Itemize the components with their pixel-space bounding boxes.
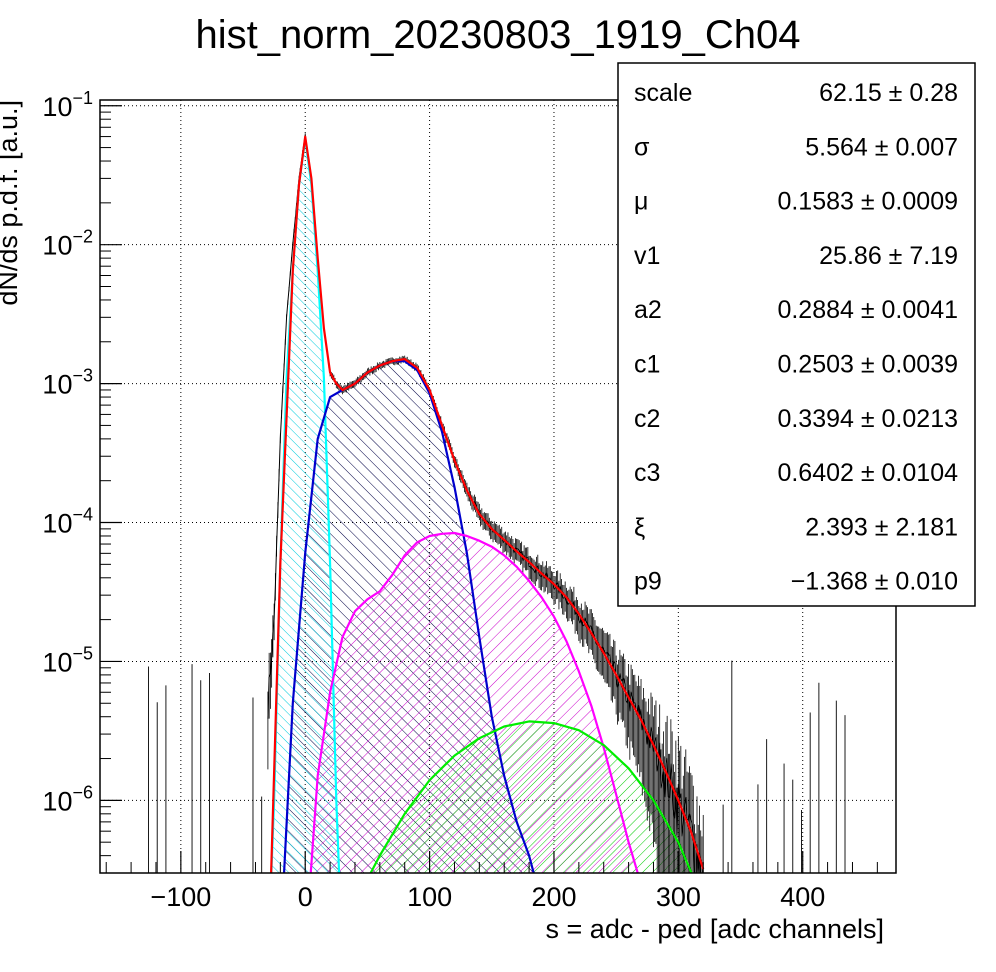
fit-parameter-box: scale 62.15 ± 0.28 σ 5.564 ± 0.007 μ 0.1583 ±… [617, 62, 976, 607]
fit-param-name: c2 [634, 405, 660, 433]
fit-param-name: v1 [634, 242, 660, 270]
fit-param-value: 0.2503 ± 0.0039 [777, 351, 958, 379]
fit-param-value: 0.3394 ± 0.0213 [777, 405, 958, 433]
fit-param-value: 25.86 ± 7.19 [819, 242, 958, 270]
fit-param-name: μ [634, 188, 648, 216]
3pe-component-curve [369, 720, 693, 873]
x-tick-label: −100 [150, 882, 211, 912]
x-tick-label: 0 [298, 882, 313, 912]
fit-param-name: c1 [634, 351, 660, 379]
pedestal-component-area [271, 138, 340, 873]
x-tick-label: 300 [656, 882, 701, 912]
x-tick-label: 100 [407, 882, 452, 912]
fit-param-name: ξ [634, 513, 645, 541]
fit-param-value: 62.15 ± 0.28 [819, 79, 958, 107]
x-tick-label: 200 [531, 882, 576, 912]
fit-param-name: scale [634, 79, 692, 107]
fit-param-value: 0.1583 ± 0.0009 [777, 188, 958, 216]
2pe-component-curve [309, 531, 639, 873]
fit-param-value: 2.393 ± 2.181 [805, 513, 958, 541]
y-axis: 10−6 10−5 10−4 10−3 10−2 10−1 [42, 88, 122, 874]
fit-curves [270, 135, 705, 873]
y-tick-label: 10−1 [42, 88, 93, 122]
x-tick-label: 400 [780, 882, 825, 912]
y-tick-label: 10−4 [42, 505, 93, 539]
fit-param-value: −1.368 ± 0.010 [791, 568, 958, 596]
y-axis-label: dN/ds p.d.f. [a.u.] [0, 100, 23, 306]
y-tick-label: 10−5 [42, 643, 93, 677]
fit-param-name: c3 [634, 459, 660, 487]
fit-param-name: σ [634, 133, 650, 161]
fit-param-value: 5.564 ± 0.007 [805, 133, 958, 161]
y-tick-label: 10−6 [42, 782, 93, 816]
x-axis: −100 0 100 200 300 400 [105, 851, 878, 912]
fit-param-name: p9 [634, 568, 662, 596]
fit-param-name: a2 [634, 296, 662, 324]
y-tick-label: 10−3 [42, 366, 93, 400]
stat-box-frame [617, 62, 976, 607]
1pe-component-curve [282, 360, 535, 873]
fit-param-value: 0.6402 ± 0.0104 [777, 459, 958, 487]
y-tick-label: 10−2 [42, 227, 93, 261]
total-fit-curve [270, 135, 705, 873]
fit-param-value: 0.2884 ± 0.0041 [777, 296, 958, 324]
chart-title: hist_norm_20230803_1919_Ch04 [196, 13, 801, 57]
x-axis-label: s = adc - ped [adc channels] [546, 914, 884, 944]
component-areas [271, 138, 692, 873]
